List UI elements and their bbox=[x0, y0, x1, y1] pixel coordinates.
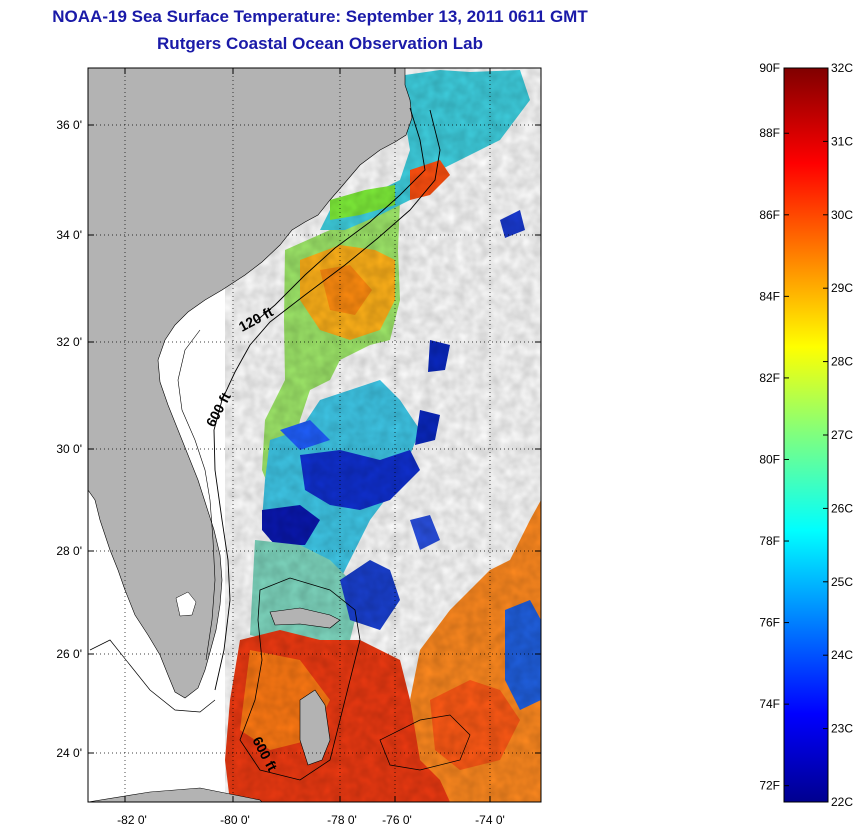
lon-tick-label: -82 0' bbox=[117, 813, 147, 827]
lake-okeechobee bbox=[175, 591, 197, 617]
lat-tick-label: 32 0' bbox=[56, 335, 82, 349]
lon-tick-label: -78 0' bbox=[327, 813, 357, 827]
colorbar-celsius-label: 29C bbox=[831, 281, 853, 295]
contour-shelf-inner bbox=[177, 329, 216, 661]
lon-tick-label: -76 0' bbox=[382, 813, 412, 827]
contour-120ft bbox=[254, 107, 426, 323]
colorbar-celsius-label: 24C bbox=[831, 648, 853, 662]
colorbar-fahrenheit-label: 90F bbox=[759, 61, 780, 75]
colorbar-fahrenheit-label: 84F bbox=[759, 289, 780, 303]
colorbar-celsius-scale: 32C 31C 30C 29C 28C 27C 26C 25C 24C 23C 22C bbox=[823, 61, 853, 809]
contour-south-bank bbox=[379, 714, 471, 771]
lat-tick-label: 34 0' bbox=[56, 228, 82, 242]
colorbar-fahrenheit-label: 82F bbox=[759, 371, 780, 385]
colorbar-celsius-label: 27C bbox=[831, 428, 853, 442]
colorbar-fahrenheit-label: 76F bbox=[759, 616, 780, 630]
lat-tick-label: 28 0' bbox=[56, 544, 82, 558]
lon-tick-label: -74 0' bbox=[475, 813, 505, 827]
lat-tick-label: 26 0' bbox=[56, 647, 82, 661]
colorbar-celsius-label: 30C bbox=[831, 208, 853, 222]
lat-tick-label: 24 0' bbox=[56, 746, 82, 760]
colorbar-celsius-label: 28C bbox=[831, 355, 853, 369]
colorbar-celsius-label: 32C bbox=[831, 61, 853, 75]
colorbar bbox=[783, 67, 829, 803]
land-southeast-us bbox=[88, 68, 413, 699]
colorbar-celsius-label: 26C bbox=[831, 501, 853, 515]
land-bahamas-north bbox=[269, 607, 341, 629]
contour-600ft bbox=[213, 109, 441, 691]
sst-map bbox=[88, 68, 541, 802]
colorbar-celsius-label: 31C bbox=[831, 134, 853, 148]
colorbar-fahrenheit-scale: 90F 88F 86F 84F 82F 80F 78F 76F 74F 72F bbox=[759, 61, 789, 793]
colorbar-celsius-label: 23C bbox=[831, 722, 853, 736]
colorbar-fahrenheit-label: 72F bbox=[759, 779, 780, 793]
lon-tick-label: -80 0' bbox=[220, 813, 250, 827]
land-cuba bbox=[88, 787, 263, 802]
colorbar-celsius-label: 25C bbox=[831, 575, 853, 589]
contour-keys bbox=[89, 639, 216, 713]
colorbar-celsius-label: 22C bbox=[831, 795, 853, 809]
map-subtitle: Rutgers Coastal Ocean Observation Lab bbox=[157, 34, 483, 53]
lat-tick-label: 30 0' bbox=[56, 442, 82, 456]
map-title: NOAA-19 Sea Surface Temperature: Septemb… bbox=[52, 7, 588, 26]
colorbar-fahrenheit-label: 80F bbox=[759, 452, 780, 466]
colorbar-fahrenheit-label: 74F bbox=[759, 697, 780, 711]
map-tick-marks bbox=[88, 68, 541, 802]
lat-tick-label: 36 0' bbox=[56, 118, 82, 132]
land-bahamas bbox=[299, 689, 331, 766]
contour-bahamas-bank bbox=[239, 577, 361, 781]
map-frame bbox=[87, 67, 542, 803]
colorbar-fahrenheit-label: 78F bbox=[759, 534, 780, 548]
colorbar-fahrenheit-label: 86F bbox=[759, 208, 780, 222]
colorbar-fahrenheit-label: 88F bbox=[759, 126, 780, 140]
